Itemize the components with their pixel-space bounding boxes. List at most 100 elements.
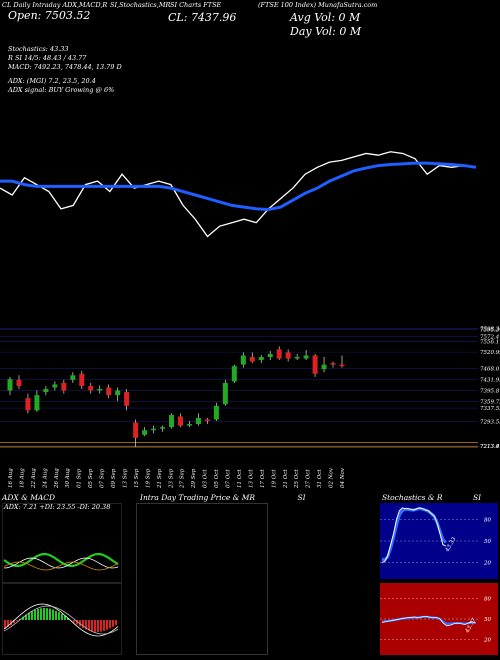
candle-body: [303, 355, 309, 359]
stochastics-readout: Stochastics: 43.33: [8, 45, 69, 53]
open-label: Open:: [8, 9, 42, 22]
candle-body: [7, 379, 13, 391]
macd-histogram-bar: [28, 612, 30, 620]
macd-histogram-bar: [4, 620, 6, 629]
intraday-title-si: SI: [297, 493, 306, 502]
macd-histogram-bar: [34, 609, 36, 620]
date-axis-label: 16 Aug: [8, 468, 14, 488]
macd-histogram-bar: [13, 620, 15, 624]
day-volume: Day Vol: 0 M: [290, 25, 362, 38]
macd-histogram-bar: [10, 620, 12, 626]
price-axis-label: 7468.01: [480, 366, 500, 372]
price-axis-label: 7431.93: [480, 377, 500, 383]
macd-histogram-bar: [40, 608, 42, 620]
adx-panel-values: ADX: 7.21 +DI: 23.55 -DI: 20.38: [4, 503, 111, 511]
date-axis-label: 11 Oct: [237, 469, 243, 488]
macd-histogram-bar: [46, 608, 48, 620]
candle-body: [321, 364, 327, 370]
price-axis-label: 7572.4: [480, 334, 500, 340]
stoch-tick-label: 50: [484, 539, 491, 545]
macd-histogram-bar: [22, 616, 24, 620]
stoch-title-si: SI: [472, 493, 482, 502]
macd-histogram-bar: [25, 614, 27, 620]
candle-body: [97, 389, 103, 391]
header-tab-site[interactable]: (FTSE 100 Index) MunafaSutra.com: [258, 1, 378, 9]
date-axis-label: 27 Oct: [306, 469, 312, 489]
macd-histogram-bar: [103, 620, 105, 631]
open-price: Open: 7503.52: [8, 10, 90, 22]
intraday-panel-title: Intra Day Trading Price & MR SI: [140, 493, 306, 502]
adx-panel-title: ADX & MACD: [2, 493, 56, 502]
candle-body: [294, 357, 300, 359]
price-axis-label: 7395.8: [480, 388, 500, 394]
date-axis-label: 21 Sep: [157, 468, 163, 489]
candle-body: [160, 427, 166, 429]
candle-body: [169, 414, 175, 428]
macd-histogram-bar: [37, 608, 39, 620]
macd-histogram-bar: [16, 620, 18, 621]
rsi-line: [381, 615, 476, 627]
plus-di-line: [3, 552, 119, 568]
stoch-tick-label: 80: [484, 517, 491, 523]
macd-histogram-bar: [7, 620, 9, 627]
macd-histogram-bar: [94, 620, 96, 632]
date-axis-label: 24 Aug: [42, 468, 48, 489]
macd-histogram-bar: [112, 620, 114, 627]
price-axis-label: 7213.47: [480, 444, 500, 450]
date-axis-label: 19 Oct: [271, 469, 277, 488]
stoch-panel-title: Stochastics & R SI: [382, 493, 481, 502]
candle-body: [52, 384, 58, 388]
date-axis-label: 07 Oct: [226, 469, 232, 488]
macd-histogram-bar: [43, 608, 45, 620]
candle-body: [79, 373, 85, 386]
candle-body: [312, 355, 318, 374]
adx-line: [3, 561, 119, 571]
stoch-k-line: [381, 507, 447, 564]
close-price: CL: 7437.96: [168, 12, 236, 24]
intraday-panel: [136, 503, 268, 655]
price-axis-label: 7595.37: [480, 327, 500, 333]
macd-histogram-bar: [91, 620, 93, 632]
close-value: 7437.96: [190, 11, 237, 24]
candle-body: [43, 389, 49, 393]
header-tab-charts[interactable]: SI Charts FTSE: [170, 1, 222, 9]
stoch-d-line: [381, 507, 447, 562]
macd-histogram-bar: [55, 610, 57, 620]
stoch-title-text: Stochastics & R: [382, 493, 443, 502]
candle-body: [34, 395, 40, 411]
macd-histogram-bar: [115, 620, 117, 625]
macd-histogram-bar: [61, 614, 63, 620]
candle-body: [124, 392, 130, 406]
candle-body: [88, 385, 94, 391]
rsi-value-label: 43.77: [464, 617, 478, 635]
date-axis-label: 18 Aug: [19, 468, 25, 488]
macd-histogram-bar: [100, 620, 102, 632]
date-axis-label: 25 Oct: [294, 469, 300, 489]
header-tab-stochastics[interactable]: SI,Stochastics,MR: [110, 1, 171, 9]
price-axis-label: 7337.52: [480, 406, 500, 412]
date-axis-label: 09 Sep: [111, 468, 117, 488]
header-tab-intraday[interactable]: CL Daily Intraday ADX,MACD,R: [2, 1, 108, 9]
macd-histogram-bar: [109, 620, 111, 629]
macd-histogram-bar: [76, 620, 78, 625]
rsi-readout: R SI 14/5: 48.43 / 43.77: [8, 54, 87, 62]
rsi-smooth-line: [381, 615, 476, 625]
candle-body: [285, 352, 291, 359]
price-axis-label: 7598.36: [480, 327, 500, 333]
date-axis-label: 29 Sep: [191, 468, 197, 489]
macd-readout: MACD: 7492.23, 7478.44, 13.79 D: [8, 63, 122, 71]
date-axis-label: 23 Sep: [168, 468, 174, 489]
date-axis-label: 17 Oct: [260, 469, 266, 488]
rsi-tick-label: 80: [484, 597, 491, 603]
candle-body: [115, 390, 121, 396]
date-axis-label: 13 Oct: [248, 469, 254, 488]
candle-body: [142, 430, 148, 435]
macd-histogram-bar: [67, 618, 69, 620]
candle-body: [151, 428, 157, 431]
price-line-chart: [0, 151, 477, 238]
candle-body: [106, 387, 112, 396]
candle-body: [339, 364, 345, 367]
macd-histogram-bar: [73, 620, 75, 623]
date-axis-label: 27 Sep: [180, 468, 186, 489]
